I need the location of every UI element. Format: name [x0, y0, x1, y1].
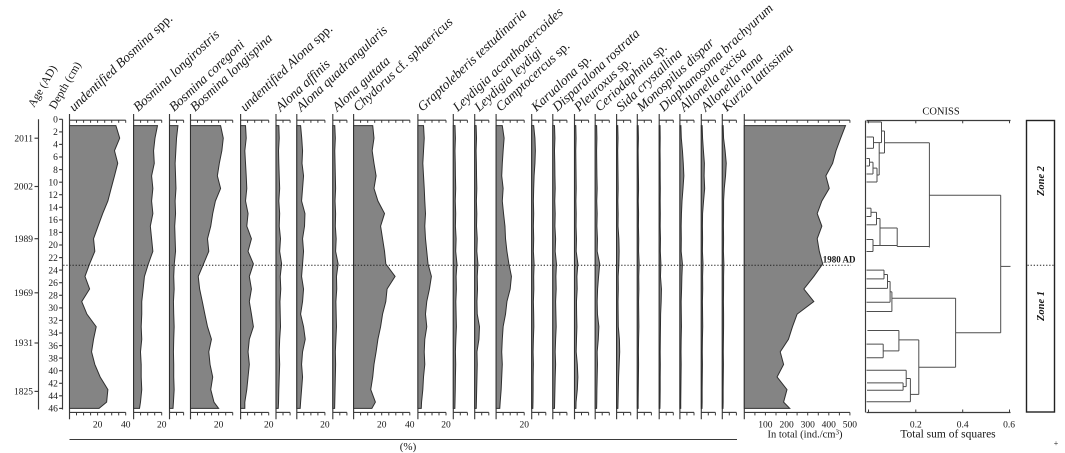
- svg-text:18: 18: [48, 229, 58, 239]
- svg-text:2: 2: [53, 128, 58, 138]
- svg-text:1931: 1931: [14, 339, 33, 349]
- svg-text:34: 34: [48, 329, 58, 339]
- svg-text:10: 10: [48, 178, 58, 188]
- svg-text:44: 44: [48, 392, 58, 402]
- svg-text:0.4: 0.4: [957, 421, 969, 431]
- svg-text:46: 46: [48, 405, 58, 415]
- svg-text:100: 100: [758, 421, 773, 431]
- svg-text:Zone 2: Zone 2: [1036, 165, 1047, 197]
- svg-text:26: 26: [48, 279, 58, 289]
- svg-text:40: 40: [405, 421, 415, 431]
- svg-text:200: 200: [779, 421, 794, 431]
- svg-text:38: 38: [48, 354, 58, 364]
- svg-text:16: 16: [48, 216, 58, 226]
- svg-text:CONISS: CONISS: [922, 107, 960, 118]
- svg-text:42: 42: [48, 380, 58, 390]
- svg-text:(%): (%): [400, 441, 417, 453]
- svg-text:20: 20: [519, 421, 529, 431]
- svg-text:+: +: [1054, 439, 1059, 448]
- svg-text:20: 20: [48, 241, 58, 251]
- svg-text:36: 36: [48, 342, 58, 352]
- svg-text:12: 12: [48, 191, 58, 201]
- svg-text:1969: 1969: [14, 289, 33, 299]
- svg-text:22: 22: [48, 254, 58, 264]
- svg-text:In total (ind./cm3): In total (ind./cm3): [768, 429, 843, 441]
- svg-text:0.6: 0.6: [1003, 421, 1015, 431]
- svg-text:6: 6: [53, 153, 58, 163]
- svg-text:1980 AD: 1980 AD: [823, 255, 856, 265]
- svg-text:30: 30: [48, 304, 58, 314]
- svg-text:20: 20: [320, 421, 330, 431]
- svg-text:20: 20: [441, 421, 451, 431]
- svg-text:20: 20: [377, 421, 387, 431]
- svg-text:500: 500: [843, 421, 858, 431]
- svg-text:4: 4: [53, 141, 58, 151]
- svg-text:Total sum of squares: Total sum of squares: [900, 429, 996, 441]
- svg-text:2011: 2011: [14, 134, 33, 144]
- svg-text:20: 20: [93, 421, 103, 431]
- svg-text:0.2: 0.2: [910, 421, 922, 431]
- svg-text:300: 300: [801, 421, 816, 431]
- svg-text:24: 24: [48, 266, 58, 276]
- svg-text:20: 20: [214, 421, 224, 431]
- svg-text:32: 32: [48, 317, 58, 327]
- svg-text:1989: 1989: [14, 235, 33, 245]
- svg-text:Zone 1: Zone 1: [1036, 291, 1047, 322]
- svg-text:14: 14: [48, 204, 58, 214]
- svg-text:40: 40: [121, 421, 131, 431]
- svg-text:400: 400: [822, 421, 837, 431]
- svg-text:2002: 2002: [14, 183, 33, 193]
- svg-text:20: 20: [157, 421, 167, 431]
- svg-text:40: 40: [48, 367, 58, 377]
- svg-text:0: 0: [53, 116, 58, 126]
- svg-text:28: 28: [48, 292, 58, 302]
- svg-text:20: 20: [264, 421, 274, 431]
- svg-text:1825: 1825: [14, 388, 33, 398]
- svg-text:8: 8: [53, 166, 58, 176]
